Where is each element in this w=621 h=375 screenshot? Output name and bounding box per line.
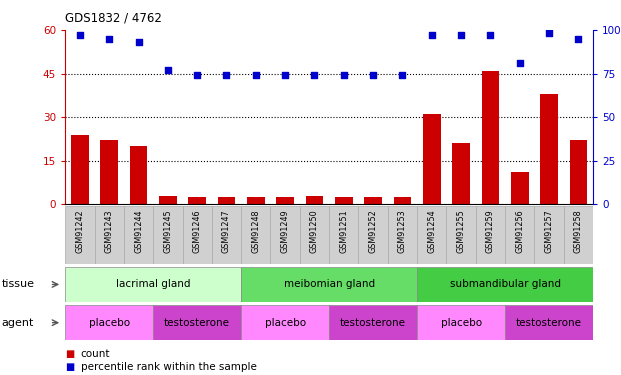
- Point: [339, 72, 349, 78]
- Text: GSM91252: GSM91252: [369, 209, 378, 253]
- Bar: [124, 206, 153, 264]
- Bar: [188, 197, 206, 204]
- Bar: [329, 305, 417, 340]
- Point: [104, 36, 114, 42]
- Point: [75, 32, 85, 38]
- Text: GSM91257: GSM91257: [545, 209, 553, 253]
- Text: GSM91258: GSM91258: [574, 209, 583, 253]
- Text: GSM91245: GSM91245: [163, 209, 173, 253]
- Point: [486, 32, 496, 38]
- Bar: [535, 206, 564, 264]
- Bar: [247, 197, 265, 204]
- Bar: [505, 206, 535, 264]
- Text: GSM91247: GSM91247: [222, 209, 231, 253]
- Bar: [153, 206, 183, 264]
- Bar: [511, 172, 528, 204]
- Text: GSM91244: GSM91244: [134, 209, 143, 253]
- Bar: [505, 305, 593, 340]
- Point: [427, 32, 437, 38]
- Point: [192, 72, 202, 78]
- Bar: [358, 206, 388, 264]
- Bar: [569, 141, 587, 204]
- Bar: [94, 206, 124, 264]
- Text: ■: ■: [65, 362, 75, 372]
- Bar: [388, 206, 417, 264]
- Bar: [241, 305, 329, 340]
- Bar: [159, 196, 176, 204]
- Bar: [71, 135, 89, 204]
- Text: GSM91248: GSM91248: [252, 209, 260, 253]
- Point: [515, 60, 525, 66]
- Text: placebo: placebo: [265, 318, 306, 328]
- Point: [163, 67, 173, 73]
- Bar: [153, 305, 241, 340]
- Bar: [446, 206, 476, 264]
- Bar: [417, 305, 505, 340]
- Point: [368, 72, 378, 78]
- Bar: [130, 146, 147, 204]
- Point: [309, 72, 319, 78]
- Bar: [271, 206, 300, 264]
- Bar: [241, 267, 417, 302]
- Point: [251, 72, 261, 78]
- Text: GSM91253: GSM91253: [398, 209, 407, 253]
- Text: GSM91256: GSM91256: [515, 209, 524, 253]
- Bar: [101, 141, 118, 204]
- Point: [573, 36, 583, 42]
- Bar: [365, 197, 382, 204]
- Bar: [564, 206, 593, 264]
- Text: GSM91246: GSM91246: [193, 209, 202, 253]
- Bar: [476, 206, 505, 264]
- Bar: [423, 114, 440, 204]
- Bar: [65, 267, 241, 302]
- Bar: [276, 197, 294, 204]
- Text: GSM91249: GSM91249: [281, 209, 289, 253]
- Text: placebo: placebo: [440, 318, 482, 328]
- Text: GSM91250: GSM91250: [310, 209, 319, 253]
- Text: GDS1832 / 4762: GDS1832 / 4762: [65, 11, 162, 24]
- Text: agent: agent: [2, 318, 34, 328]
- Text: lacrimal gland: lacrimal gland: [116, 279, 191, 290]
- Text: GSM91254: GSM91254: [427, 209, 437, 253]
- Point: [280, 72, 290, 78]
- Bar: [482, 70, 499, 204]
- Bar: [65, 206, 94, 264]
- Text: testosterone: testosterone: [164, 318, 230, 328]
- Text: testosterone: testosterone: [340, 318, 406, 328]
- Text: submandibular gland: submandibular gland: [450, 279, 561, 290]
- Point: [544, 30, 554, 36]
- Bar: [329, 206, 358, 264]
- Point: [134, 39, 143, 45]
- Bar: [417, 267, 593, 302]
- Bar: [306, 196, 324, 204]
- Text: percentile rank within the sample: percentile rank within the sample: [81, 362, 256, 372]
- Bar: [65, 305, 153, 340]
- Bar: [417, 206, 446, 264]
- Text: testosterone: testosterone: [516, 318, 582, 328]
- Bar: [218, 197, 235, 204]
- Bar: [183, 206, 212, 264]
- Text: GSM91242: GSM91242: [75, 209, 84, 253]
- Point: [397, 72, 407, 78]
- Bar: [212, 206, 241, 264]
- Bar: [300, 206, 329, 264]
- Text: GSM91251: GSM91251: [339, 209, 348, 253]
- Point: [222, 72, 232, 78]
- Text: tissue: tissue: [2, 279, 35, 290]
- Bar: [452, 143, 470, 204]
- Text: GSM91259: GSM91259: [486, 209, 495, 253]
- Bar: [241, 206, 271, 264]
- Text: GSM91255: GSM91255: [456, 209, 466, 253]
- Bar: [335, 197, 353, 204]
- Bar: [540, 94, 558, 204]
- Text: ■: ■: [65, 349, 75, 358]
- Point: [456, 32, 466, 38]
- Text: meibomian gland: meibomian gland: [284, 279, 374, 290]
- Text: placebo: placebo: [89, 318, 130, 328]
- Text: GSM91243: GSM91243: [105, 209, 114, 253]
- Text: count: count: [81, 349, 111, 358]
- Bar: [394, 197, 411, 204]
